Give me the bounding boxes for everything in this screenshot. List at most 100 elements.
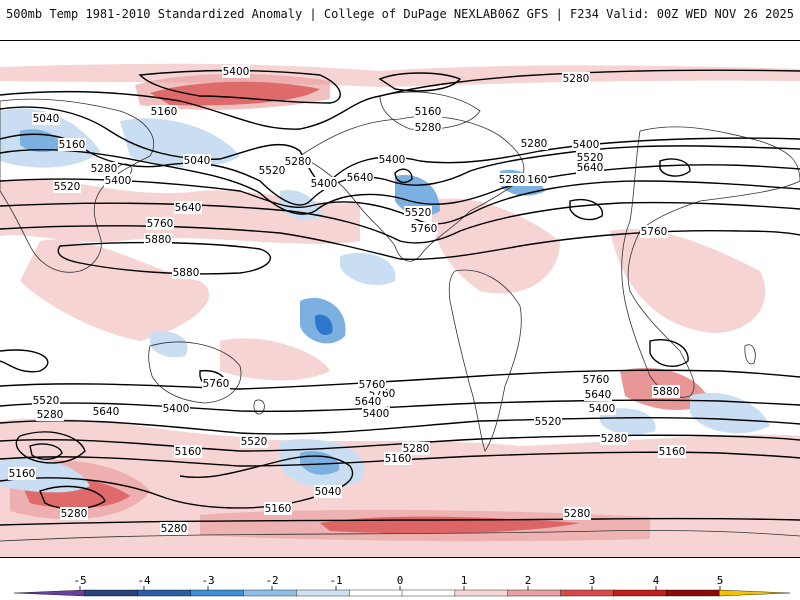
svg-text:5760: 5760 xyxy=(583,374,610,386)
svg-text:5640: 5640 xyxy=(347,172,374,184)
color-scale-tick-label: 4 xyxy=(653,574,660,587)
contour-label: 5520 xyxy=(404,206,432,219)
svg-text:5280: 5280 xyxy=(37,409,64,421)
svg-text:5880: 5880 xyxy=(653,386,680,398)
svg-text:5280: 5280 xyxy=(521,138,548,150)
color-scale-segments xyxy=(13,589,791,597)
color-scale-swatch xyxy=(613,589,667,597)
contour-label: 5640 xyxy=(354,395,382,408)
svg-text:5760: 5760 xyxy=(147,218,174,230)
contour-label: 5400 xyxy=(310,177,338,190)
contour-label: 5040 xyxy=(32,112,60,125)
svg-text:5760: 5760 xyxy=(641,226,668,238)
color-scale-bar: -5 -4 -3 -2 -1 0 1 2 3 4 5 xyxy=(13,574,791,597)
svg-text:5520: 5520 xyxy=(33,395,60,407)
contour-label: 5640 xyxy=(174,201,202,214)
color-scale-swatch xyxy=(13,589,86,597)
svg-text:5160: 5160 xyxy=(415,106,442,118)
contour-label: 5400 xyxy=(572,138,600,151)
contour-label: 5280 xyxy=(60,507,88,520)
contour-label: 5520 xyxy=(53,180,81,193)
color-scale-tick-label: -1 xyxy=(329,574,342,587)
map-panel: 5400 5280 5040 5160 5160 5040 5280 5400 … xyxy=(0,40,800,558)
contour-label: 5160 xyxy=(520,173,548,186)
color-scale-swatch xyxy=(243,589,297,597)
contour-label: 5280 xyxy=(414,121,442,134)
contour-label: 5760 xyxy=(202,377,230,390)
svg-text:5520: 5520 xyxy=(259,165,286,177)
contour-label: 5040 xyxy=(314,485,342,498)
svg-text:5280: 5280 xyxy=(563,73,590,85)
contour-label: 5520 xyxy=(534,415,562,428)
model-run-info: 06Z GFS | F234 Valid: 00Z WED NOV 26 202… xyxy=(497,7,794,21)
contour-label: 5880 xyxy=(172,266,200,279)
contour-label: 5520 xyxy=(32,394,60,407)
contour-label: 5400 xyxy=(588,402,616,415)
svg-text:5640: 5640 xyxy=(175,202,202,214)
contour-label: 5280 xyxy=(562,72,590,85)
contour-labels: 5400 5280 5040 5160 5160 5040 5280 5400 … xyxy=(8,65,686,535)
contour-label: 5280 xyxy=(284,155,312,168)
coastlines xyxy=(0,91,800,542)
contour-label: 5160 xyxy=(8,467,36,480)
color-scale-tick-label: 0 xyxy=(397,574,404,587)
color-scale-tick-label: -5 xyxy=(73,574,86,587)
contour-label: 5640 xyxy=(584,388,612,401)
color-scale-tick-label: 2 xyxy=(525,574,532,587)
contour-label: 5280 xyxy=(90,162,118,175)
svg-text:5280: 5280 xyxy=(415,122,442,134)
svg-text:5280: 5280 xyxy=(161,523,188,535)
contour-label: 5280 xyxy=(563,507,591,520)
svg-text:5400: 5400 xyxy=(105,175,132,187)
contour-label: 5760 xyxy=(410,222,438,235)
svg-text:5760: 5760 xyxy=(411,223,438,235)
contour-label: 5520 xyxy=(258,164,286,177)
contour-label: 5160 xyxy=(384,452,412,465)
contour-label: 5400 xyxy=(362,407,390,420)
contour-label: 5400 xyxy=(104,174,132,187)
contour-label: 5280 xyxy=(520,137,548,150)
color-scale-swatch xyxy=(401,589,456,597)
contour-label: 5640 xyxy=(346,171,374,184)
svg-text:5040: 5040 xyxy=(315,486,342,498)
contour-label: 5280 xyxy=(36,408,64,421)
color-scale-tick-label: 3 xyxy=(589,574,596,587)
svg-text:5160: 5160 xyxy=(151,106,178,118)
svg-text:5880: 5880 xyxy=(145,234,172,246)
color-scale-legend: -5 -4 -3 -2 -1 0 1 2 3 4 5 xyxy=(0,560,800,600)
svg-text:5160: 5160 xyxy=(265,503,292,515)
contour-label: 5640 xyxy=(92,405,120,418)
svg-text:5280: 5280 xyxy=(564,508,591,520)
contour-label: 5400 xyxy=(162,402,190,415)
map-title: 500mb Temp 1981-2010 Standardized Anomal… xyxy=(6,7,498,21)
svg-text:5400: 5400 xyxy=(223,66,250,78)
contour-label: 5280 xyxy=(600,432,628,445)
contour-label: 5760 xyxy=(358,378,386,391)
contour-label: 5400 xyxy=(222,65,250,78)
color-scale-swatch xyxy=(666,589,720,597)
contour-label: 5160 xyxy=(174,445,202,458)
svg-text:5640: 5640 xyxy=(355,396,382,408)
contour-label: 5160 xyxy=(264,502,292,515)
contour-label: 5040 xyxy=(183,154,211,167)
contour-label: 5880 xyxy=(652,385,680,398)
svg-text:5760: 5760 xyxy=(359,379,386,391)
svg-text:5520: 5520 xyxy=(405,207,432,219)
contour-label: 5160 xyxy=(150,105,178,118)
svg-text:5400: 5400 xyxy=(589,403,616,415)
contour-label: 5280 xyxy=(498,173,526,186)
svg-text:5400: 5400 xyxy=(163,403,190,415)
svg-text:5640: 5640 xyxy=(577,162,604,174)
contour-label: 5880 xyxy=(144,233,172,246)
svg-text:5040: 5040 xyxy=(184,155,211,167)
svg-text:5520: 5520 xyxy=(241,436,268,448)
svg-text:5160: 5160 xyxy=(9,468,36,480)
contour-label: 5160 xyxy=(414,105,442,118)
anomaly-map: 5400 5280 5040 5160 5160 5040 5280 5400 … xyxy=(0,41,800,557)
color-scale-swatch xyxy=(348,589,403,597)
contour-label: 5400 xyxy=(378,153,406,166)
svg-text:5520: 5520 xyxy=(535,416,562,428)
svg-text:5160: 5160 xyxy=(385,453,412,465)
svg-text:5400: 5400 xyxy=(573,139,600,151)
color-scale-swatch xyxy=(507,589,562,597)
